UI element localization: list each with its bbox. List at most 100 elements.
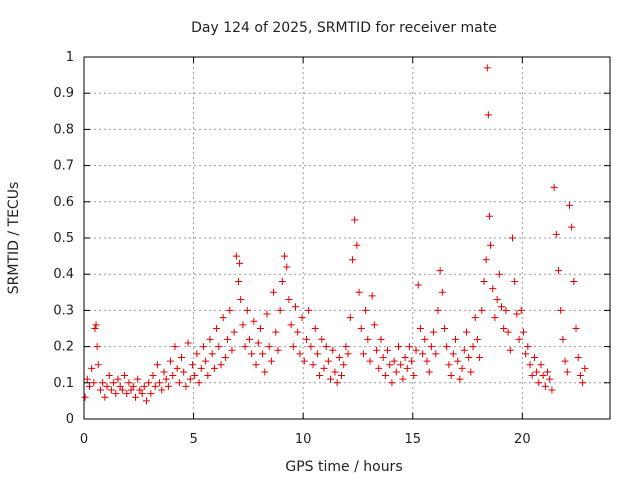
y-tick-label: 0.2 xyxy=(53,340,74,355)
data-point xyxy=(377,335,385,343)
data-point xyxy=(105,372,113,380)
data-point xyxy=(83,375,91,383)
data-point xyxy=(392,368,400,376)
data-point xyxy=(483,64,491,72)
data-point xyxy=(451,335,459,343)
data-point xyxy=(158,386,166,394)
data-point xyxy=(414,281,422,289)
data-point xyxy=(226,306,234,314)
data-point xyxy=(202,357,210,365)
y-tick-label: 1 xyxy=(66,50,74,65)
data-point xyxy=(99,379,107,387)
data-point xyxy=(581,364,589,372)
data-point xyxy=(112,390,120,398)
data-point xyxy=(118,386,126,394)
data-point xyxy=(217,361,225,369)
data-point xyxy=(338,372,346,380)
data-point xyxy=(311,325,319,332)
data-point xyxy=(565,201,573,209)
data-point xyxy=(346,314,354,322)
data-point xyxy=(399,375,407,383)
data-point xyxy=(373,346,381,354)
data-point xyxy=(423,357,431,365)
data-point xyxy=(430,328,438,336)
data-point xyxy=(517,306,525,314)
data-point xyxy=(267,357,275,365)
data-point xyxy=(552,230,560,238)
data-point xyxy=(173,364,181,372)
data-point xyxy=(554,267,562,275)
data-point xyxy=(230,328,238,336)
data-point xyxy=(276,306,284,314)
data-point xyxy=(576,372,584,380)
data-point xyxy=(548,386,556,394)
data-point xyxy=(412,346,420,354)
data-point xyxy=(395,343,403,351)
data-point xyxy=(121,372,129,380)
data-point xyxy=(491,314,499,322)
data-point xyxy=(228,346,236,354)
data-point xyxy=(239,321,247,329)
x-tick-label: 15 xyxy=(404,432,421,447)
data-point xyxy=(526,361,534,369)
data-point xyxy=(208,350,216,358)
data-point xyxy=(134,375,142,383)
data-point xyxy=(281,252,289,260)
data-point xyxy=(469,343,477,351)
data-point xyxy=(224,335,232,343)
y-axis-title: SRMTID / TECUs xyxy=(6,182,22,295)
data-point xyxy=(197,364,205,372)
data-point xyxy=(331,368,339,376)
data-point xyxy=(167,357,175,365)
data-point xyxy=(256,325,264,332)
data-point xyxy=(498,303,506,311)
data-point xyxy=(401,353,409,361)
data-point xyxy=(528,372,536,380)
data-points xyxy=(81,64,589,405)
data-point xyxy=(96,386,104,394)
data-point xyxy=(235,277,243,285)
data-point xyxy=(171,343,179,351)
data-point xyxy=(458,364,466,372)
data-point xyxy=(568,223,576,231)
data-point xyxy=(184,339,192,347)
data-point xyxy=(335,353,343,361)
data-point xyxy=(473,335,481,343)
data-point xyxy=(388,379,396,387)
data-point xyxy=(215,343,223,351)
data-point xyxy=(364,335,372,343)
data-point xyxy=(537,361,545,369)
axis-ticks: 00.10.20.30.40.50.60.70.80.910 5 10 15 20 xyxy=(53,50,610,447)
data-point xyxy=(327,375,335,383)
data-point xyxy=(270,288,278,296)
data-point xyxy=(447,372,455,380)
data-point xyxy=(432,350,440,358)
data-point xyxy=(81,393,89,401)
data-point xyxy=(462,328,470,336)
data-point xyxy=(206,335,214,343)
data-point xyxy=(136,386,144,394)
data-point xyxy=(291,303,299,311)
y-tick-label: 0.3 xyxy=(53,303,74,318)
data-point xyxy=(557,306,565,314)
data-point xyxy=(93,343,101,351)
data-point xyxy=(550,183,558,191)
data-point xyxy=(156,379,164,387)
data-point xyxy=(427,343,435,351)
data-point xyxy=(142,397,150,405)
data-point xyxy=(307,343,315,351)
data-point xyxy=(485,212,493,220)
data-point xyxy=(467,368,475,376)
data-point xyxy=(149,372,157,380)
data-point xyxy=(140,382,148,390)
data-point xyxy=(478,306,486,314)
y-tick-label: 0.9 xyxy=(53,86,74,101)
data-point xyxy=(443,343,451,351)
data-point xyxy=(381,372,389,380)
data-point xyxy=(132,393,140,401)
data-point xyxy=(175,379,183,387)
data-point xyxy=(101,393,109,401)
data-point xyxy=(515,335,523,343)
x-axis-title: GPS time / hours xyxy=(285,459,402,475)
